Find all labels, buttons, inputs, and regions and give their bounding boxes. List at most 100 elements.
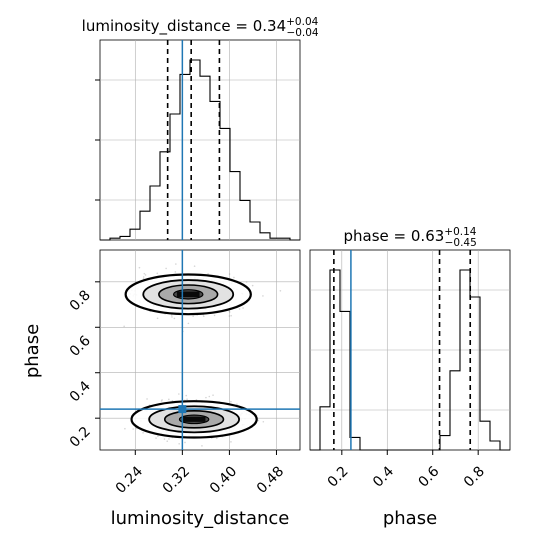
- scatter-point: [238, 308, 241, 310]
- scatter-point: [178, 443, 180, 445]
- scatter-point: [228, 311, 231, 313]
- scatter-point: [124, 427, 126, 430]
- luminosity-hist-bar-16: [260, 233, 270, 240]
- scatter-point: [228, 273, 231, 275]
- scatter-point: [146, 398, 148, 400]
- scatter-point: [230, 400, 232, 403]
- scatter-point: [230, 314, 232, 317]
- x-tick-label-phase-1: 0.4: [370, 463, 397, 490]
- luminosity-hist-bar-17: [270, 238, 280, 240]
- scatter-point: [257, 419, 260, 422]
- y-tick-label-phase-3: 0.8: [67, 287, 94, 314]
- panel-luminosity-hist: [95, 39, 301, 241]
- luminosity-hist-bar-7: [170, 114, 180, 240]
- scatter-point: [143, 272, 146, 275]
- phase-hist-bar-18: [490, 441, 500, 450]
- phase-hist-line: [310, 269, 510, 451]
- scatter-point: [156, 272, 159, 275]
- luminosity-hist-bar-5: [150, 186, 160, 240]
- scatter-point: [185, 394, 188, 397]
- scatter-point: [193, 265, 196, 267]
- density-core-mode1: [182, 416, 206, 422]
- y-tick-label-phase-0: 0.2: [67, 424, 94, 451]
- scatter-point: [215, 437, 218, 440]
- scatter-point: [163, 438, 166, 440]
- x-tick-label-phase-0: 0.2: [325, 464, 352, 491]
- scatter-point: [207, 272, 209, 275]
- scatter-point: [192, 315, 194, 318]
- x-tick-label-phase-3: 0.8: [461, 464, 488, 491]
- x-axis-label-phase: phase: [383, 508, 437, 529]
- phase-hist-bar-14: [450, 371, 460, 450]
- phase-hist-bar-16: [470, 297, 480, 450]
- truth-marker: [178, 405, 187, 414]
- scatter-point: [166, 440, 169, 443]
- luminosity-hist-bar-12: [220, 128, 230, 240]
- scatter-point: [142, 431, 144, 434]
- scatter-point: [184, 441, 186, 444]
- x-tick-label-lum-0: 0.24: [113, 463, 146, 496]
- x-tick-label-phase-2: 0.6: [415, 463, 442, 490]
- scatter-point: [233, 276, 235, 279]
- scatter-point: [156, 317, 159, 320]
- luminosity-hist-bar-1: [110, 238, 120, 240]
- scatter-point: [251, 284, 254, 287]
- y-tick-label-phase-2: 0.6: [67, 333, 94, 360]
- scatter-point: [208, 395, 211, 398]
- luminosity-title: luminosity_distance = 0.34+0.04: [82, 16, 319, 36]
- phase-hist-bar-2: [330, 270, 340, 450]
- scatter-point: [228, 315, 231, 317]
- scatter-point: [171, 316, 173, 318]
- panel-2d: [86, 249, 301, 455]
- x-tick-label-lum-1: 0.32: [160, 464, 193, 497]
- scatter-point: [236, 403, 238, 406]
- luminosity-hist-bar-18: [280, 238, 290, 240]
- phase-title: phase = 0.63+0.14: [344, 226, 477, 245]
- scatter-point: [142, 276, 145, 278]
- panel-2d-frame: [99, 249, 301, 451]
- luminosity-hist-bar-10: [200, 76, 210, 240]
- scatter-point: [86, 316, 88, 318]
- scatter-point: [212, 394, 214, 396]
- scatter-point: [262, 295, 264, 297]
- scatter-point: [161, 399, 163, 401]
- luminosity-hist-bar-3: [130, 229, 140, 240]
- scatter-point: [165, 267, 167, 270]
- scatter-point: [155, 437, 157, 439]
- scatter-point: [245, 281, 248, 283]
- scatter-point: [144, 274, 147, 276]
- scatter-point: [132, 428, 134, 430]
- luminosity-hist-bar-13: [230, 172, 240, 240]
- x-axis-label-luminosity: luminosity_distance: [111, 508, 290, 529]
- scatter-point: [186, 398, 188, 400]
- scatter-point: [242, 307, 244, 309]
- scatter-point: [187, 322, 190, 325]
- scatter-point: [230, 441, 232, 443]
- scatter-point: [201, 445, 203, 447]
- luminosity-hist-bar-6: [160, 152, 170, 240]
- scatter-point: [168, 398, 170, 401]
- scatter-point: [175, 263, 177, 265]
- y-axis-label-phase: phase: [22, 324, 43, 378]
- phase-hist-bar-13: [440, 436, 450, 450]
- scatter-point: [205, 396, 207, 399]
- luminosity-title-sub: −0.04: [286, 27, 318, 39]
- luminosity-hist-line: [100, 59, 300, 241]
- luminosity-hist-bar-8: [180, 74, 190, 240]
- scatter-point: [202, 315, 205, 318]
- phase-title-sub: −0.45: [445, 237, 477, 249]
- x-tick-label-lum-3: 0.48: [254, 464, 287, 497]
- phase-hist-bar-15: [460, 270, 470, 450]
- phase-hist-bar-17: [480, 421, 490, 450]
- scatter-point: [279, 289, 282, 292]
- scatter-point: [168, 438, 170, 440]
- scatter-point: [142, 277, 145, 280]
- luminosity-hist-bar-2: [120, 236, 130, 240]
- x-tick-label-lum-2: 0.40: [207, 464, 240, 497]
- scatter-point: [138, 266, 141, 269]
- panel-2d-content: [86, 250, 300, 450]
- phase-hist-bar-1: [320, 407, 330, 450]
- luminosity-hist-bar-15: [250, 222, 260, 240]
- scatter-point: [213, 314, 216, 317]
